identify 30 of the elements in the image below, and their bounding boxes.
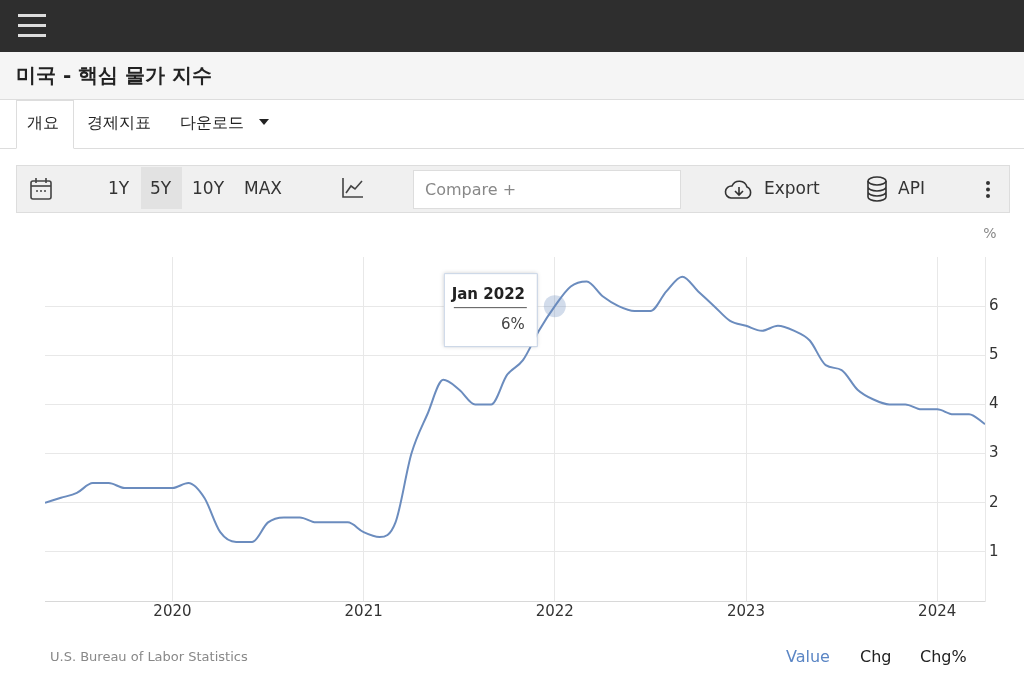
y-tick-label: 5 <box>989 345 999 364</box>
y-tick-label: 2 <box>989 492 999 511</box>
text: 다운로드 <box>180 113 244 134</box>
x-tick-label: 2021 <box>344 601 383 620</box>
annotation: 6% <box>501 315 525 334</box>
text: Export <box>764 178 820 198</box>
text: 개요 <box>27 113 59 134</box>
text: 5Y <box>150 178 172 198</box>
x-tick-label: 2020 <box>153 601 192 620</box>
text: API <box>898 178 925 198</box>
text: Chg <box>860 647 892 666</box>
chart-title: 미국 - 핵심 물가 지수 <box>16 62 213 89</box>
y-tick-label: 4 <box>989 394 999 413</box>
annotation: Jan 2022 <box>450 285 526 304</box>
text: Value <box>786 647 830 666</box>
y-tick-label: 6 <box>989 296 999 315</box>
line-series <box>45 275 985 544</box>
text: 경제지표 <box>87 113 151 134</box>
text: U.S. Bureau of Labor Statistics <box>50 649 248 664</box>
text: Chg% <box>920 647 967 666</box>
x-tick-label: 2023 <box>726 601 766 620</box>
y-tick-label: 1 <box>989 541 999 560</box>
text: 10Y <box>192 178 225 198</box>
y-tick-label: 3 <box>989 443 999 462</box>
x-tick-label: 2022 <box>535 601 574 620</box>
text: Compare + <box>425 180 517 199</box>
text: 1Y <box>108 178 130 198</box>
text: MAX <box>244 178 282 198</box>
x-tick-label: 2024 <box>918 601 957 620</box>
y-axis-title: % <box>983 225 997 241</box>
